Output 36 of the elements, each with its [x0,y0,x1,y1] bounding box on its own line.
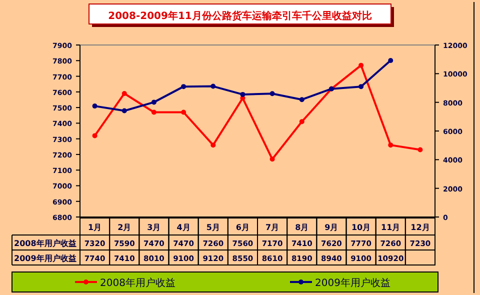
x-tick-label: 11月 [381,223,400,232]
point [122,108,127,114]
x-tick-label: 3月 [147,223,161,232]
x-tick-label: 2月 [118,223,132,232]
x-tick-label: 5月 [206,223,220,232]
x-tick-label: 7月 [266,223,280,232]
x-tick-label: 8月 [295,223,309,232]
point [122,90,127,96]
point [240,92,246,97]
x-tick-label: 10月 [351,223,371,232]
x-tick-label: 9月 [324,223,338,232]
x-tick-label: 12月 [410,223,430,232]
point [418,147,423,152]
point [151,100,156,105]
point [151,110,156,115]
point [388,142,394,148]
x-tick-label: 1月 [88,223,102,232]
point [92,104,98,109]
title: 2008-2009年11月份公路货车运输牵引车千公里收益对比 [88,4,394,27]
point [270,156,275,162]
point [358,84,364,90]
point [299,119,304,124]
point [181,110,186,115]
point [388,58,394,63]
point [210,142,216,148]
legend-label: 2009年用户收益 [315,277,390,289]
legend-label: 2008年用户收益 [100,277,176,289]
point [299,97,304,102]
point [181,84,186,90]
x-tick-label: 4月 [176,223,190,232]
chart-title: 2008-2009年11月份公路货车运输牵引车千公里收益对比 [108,10,372,22]
x-tick-label: 6月 [236,223,250,232]
point [210,84,216,89]
point [358,62,364,68]
point [270,91,275,96]
point [92,133,98,138]
